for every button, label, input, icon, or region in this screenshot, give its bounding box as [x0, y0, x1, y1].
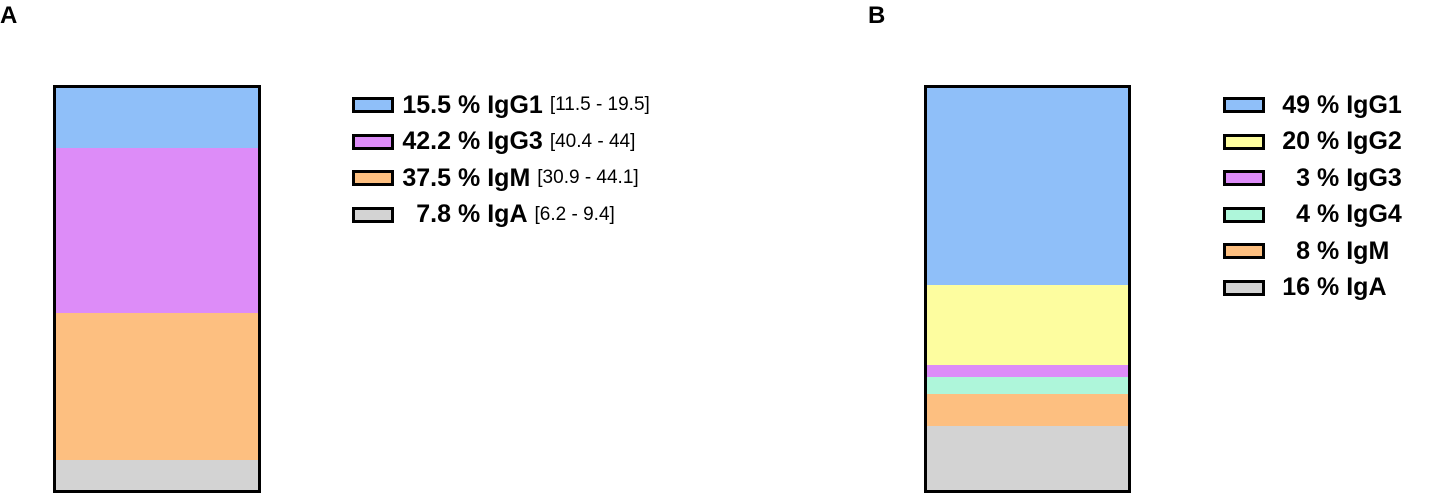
legend-swatch — [352, 97, 394, 114]
legend-label: IgG2 — [1346, 127, 1402, 156]
bar-b-segment-igg3 — [927, 365, 1128, 378]
bar-b-segment-igg1 — [927, 88, 1128, 285]
legend-range: [30.9 - 44.1] — [537, 167, 639, 189]
panel-label-a: A — [0, 2, 18, 29]
legend-label: IgG1 — [487, 90, 543, 119]
legend-range: [6.2 - 9.4] — [534, 203, 615, 225]
legend-b-entry-igg4: 4% IgG4 — [1223, 197, 1402, 234]
legend-swatch — [1223, 170, 1265, 187]
legend-label: IgA — [1346, 273, 1387, 302]
legend-swatch — [352, 133, 394, 150]
legend-a-entry-igg3: 42.2% IgG3 [40.4 - 44] — [352, 124, 650, 161]
bar-a-segment-igm — [56, 313, 258, 460]
bar-b-segment-igm — [927, 393, 1128, 426]
legend-value: 20 — [1282, 127, 1310, 156]
legend-value: 16 — [1282, 273, 1310, 302]
legend-swatch — [1223, 279, 1265, 296]
legend-swatch — [1223, 243, 1265, 260]
legend-b-entry-igg1: 49% IgG1 — [1223, 87, 1402, 124]
legend-b-entry-igg2: 20% IgG2 — [1223, 124, 1402, 161]
legend-percent-sign: % — [1317, 273, 1340, 302]
legend-swatch — [352, 170, 394, 187]
legend-range: [11.5 - 19.5] — [549, 94, 650, 116]
legend-value: 7.8 — [416, 200, 451, 229]
legend-label: IgG3 — [487, 127, 543, 156]
legend-b-entry-iga: 16% IgA — [1223, 270, 1402, 307]
legend-swatch — [1223, 97, 1265, 114]
bar-a-segment-iga — [56, 459, 258, 490]
stacked-bar-a-segments — [56, 88, 258, 490]
legend-percent-sign: % — [458, 127, 481, 156]
legend-percent-sign: % — [1317, 90, 1340, 119]
bar-a-segment-igg1 — [56, 88, 258, 149]
legend-percent-sign: % — [458, 200, 481, 229]
legend-swatch — [352, 206, 394, 223]
bar-a-segment-igg3 — [56, 148, 258, 314]
legend-label: IgG3 — [1346, 163, 1402, 192]
legend-value: 42.2 — [402, 127, 451, 156]
legend-b: 49% IgG1 20% IgG2 3% IgG3 4% IgG4 8% IgM 16% IgA — [1223, 87, 1402, 306]
legend-a-entry-igg1: 15.5% IgG1 [11.5 - 19.5] — [352, 87, 650, 124]
legend-b-entry-igg3: 3% IgG3 — [1223, 160, 1402, 197]
legend-value: 4 — [1296, 200, 1310, 229]
legend-a-entry-igm: 37.5% IgM [30.9 - 44.1] — [352, 160, 650, 197]
stacked-bar-a — [53, 85, 261, 493]
legend-percent-sign: % — [458, 163, 481, 192]
legend-value: 37.5 — [402, 163, 451, 192]
stacked-bar-b-segments — [927, 88, 1128, 490]
panel-label-b: B — [868, 2, 886, 29]
legend-label: IgG4 — [1346, 200, 1402, 229]
bar-b-segment-igg2 — [927, 284, 1128, 366]
legend-swatch — [1223, 206, 1265, 223]
legend-value: 8 — [1296, 236, 1310, 265]
legend-a: 15.5% IgG1 [11.5 - 19.5] 42.2% IgG3 [40.4 - 4… — [352, 87, 650, 233]
legend-label: IgG1 — [1346, 90, 1402, 119]
stacked-bar-b — [924, 85, 1131, 493]
legend-swatch — [1223, 133, 1265, 150]
bar-b-segment-iga — [927, 425, 1128, 490]
legend-percent-sign: % — [1317, 200, 1340, 229]
legend-percent-sign: % — [458, 90, 481, 119]
bar-b-segment-igg4 — [927, 377, 1128, 394]
legend-b-entry-igm: 8% IgM — [1223, 233, 1402, 270]
legend-value: 3 — [1296, 163, 1310, 192]
legend-value: 49 — [1282, 90, 1310, 119]
legend-value: 15.5 — [402, 90, 451, 119]
legend-label: IgM — [1346, 236, 1390, 265]
legend-percent-sign: % — [1317, 163, 1340, 192]
legend-label: IgA — [487, 200, 528, 229]
legend-a-entry-iga: 7.8% IgA [6.2 - 9.4] — [352, 197, 650, 234]
legend-range: [40.4 - 44] — [549, 130, 636, 152]
legend-percent-sign: % — [1317, 236, 1340, 265]
legend-percent-sign: % — [1317, 127, 1340, 156]
legend-label: IgM — [487, 163, 531, 192]
